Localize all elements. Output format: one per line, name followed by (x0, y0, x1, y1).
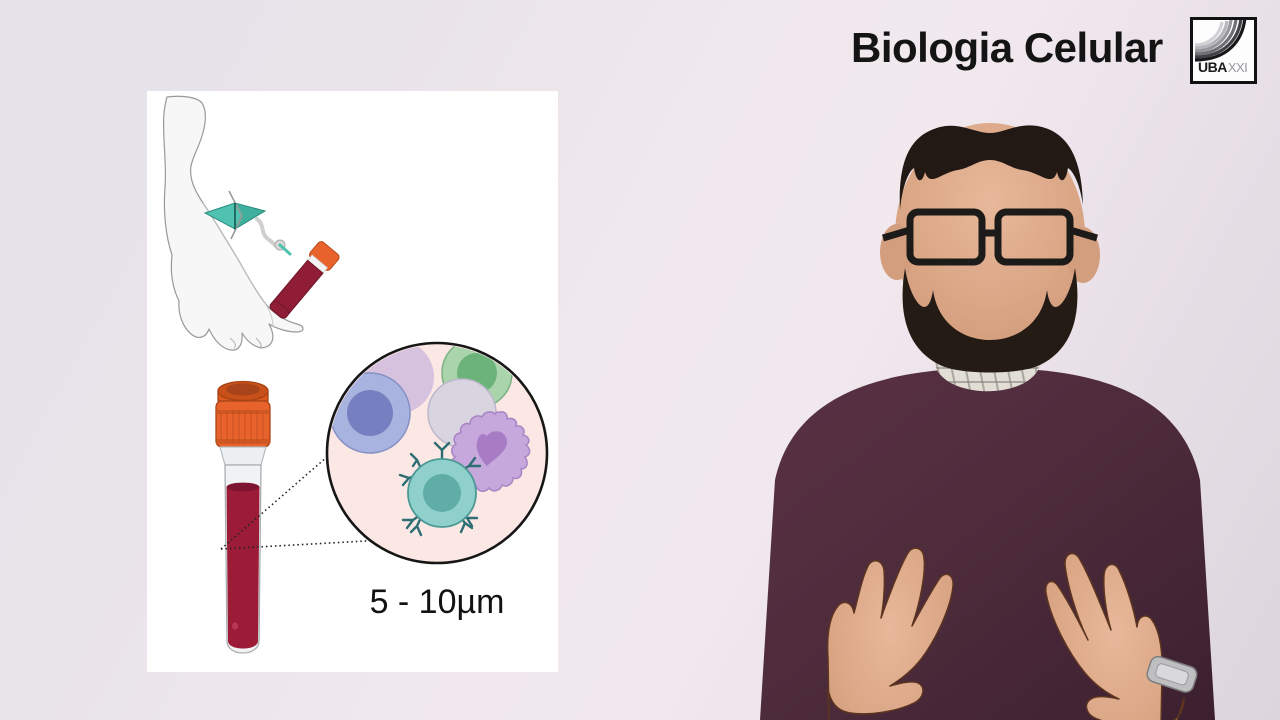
svg-text:5 - 10µm: 5 - 10µm (370, 583, 505, 621)
